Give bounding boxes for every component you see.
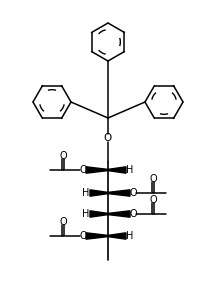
Text: O: O (149, 174, 157, 184)
Polygon shape (90, 211, 108, 217)
Text: O: O (79, 165, 87, 175)
Text: O: O (129, 188, 137, 198)
Polygon shape (86, 167, 108, 173)
Text: H: H (126, 165, 134, 175)
Polygon shape (90, 190, 108, 196)
Text: H: H (82, 188, 90, 198)
Polygon shape (108, 211, 130, 217)
Text: O: O (149, 195, 157, 205)
Polygon shape (108, 167, 126, 173)
Text: O: O (104, 133, 112, 143)
Text: O: O (79, 231, 87, 241)
Text: O: O (59, 217, 67, 227)
Text: H: H (82, 209, 90, 219)
Polygon shape (108, 190, 130, 196)
Text: O: O (129, 209, 137, 219)
Text: O: O (59, 151, 67, 161)
Polygon shape (86, 233, 108, 239)
Polygon shape (108, 233, 126, 239)
Text: H: H (126, 231, 134, 241)
